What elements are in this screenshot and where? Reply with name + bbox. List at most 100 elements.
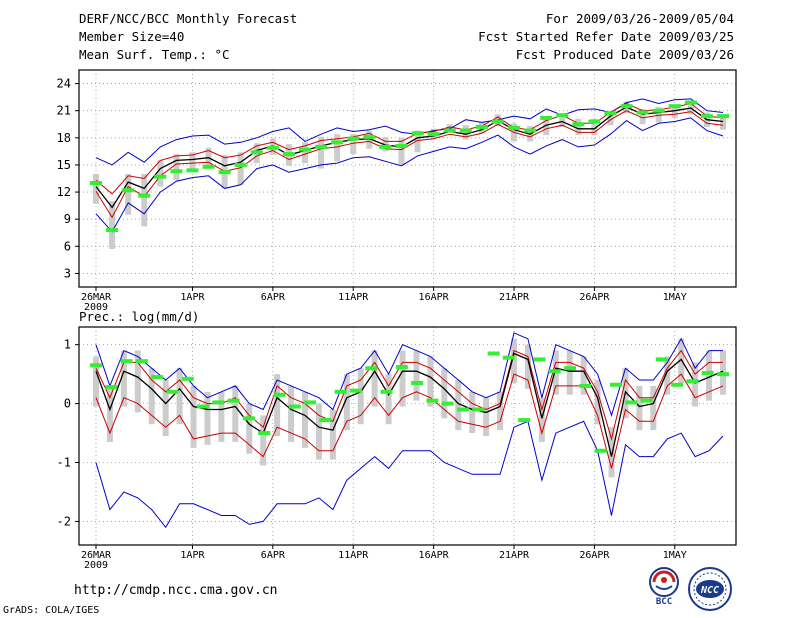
spread-box: [639, 108, 646, 125]
observed-marker: [640, 398, 653, 403]
observed-marker: [540, 115, 553, 120]
observed-marker: [227, 398, 240, 403]
x-tick-label: 1MAY: [663, 550, 687, 561]
forecast-start-date: Fcst Started Refer Date 2009/03/25: [478, 29, 734, 44]
observed-marker: [518, 418, 531, 423]
spread-box: [329, 409, 336, 460]
x-tick-label: 21APR: [499, 550, 530, 561]
spread-box: [636, 385, 643, 431]
spread-box: [134, 350, 141, 413]
spread-box: [190, 385, 197, 448]
spread-box: [148, 368, 155, 425]
member-size: Member Size=40: [79, 29, 185, 44]
x-tick-label: 21APR: [499, 292, 530, 303]
spread-box: [399, 350, 406, 407]
observed-marker: [395, 365, 408, 370]
observed-marker: [441, 401, 454, 406]
spread-box: [664, 356, 671, 395]
spread-box: [157, 160, 164, 187]
observed-marker: [151, 375, 164, 380]
observed-marker: [363, 134, 376, 139]
x-tick-label: 1APR: [180, 550, 205, 561]
observed-marker: [242, 416, 255, 421]
observed-marker: [250, 150, 263, 155]
x-tick-label: 1MAY: [663, 292, 687, 303]
observed-marker: [411, 380, 424, 385]
spread-box: [413, 350, 420, 401]
observed-marker: [166, 389, 179, 394]
spread-box: [366, 130, 373, 149]
observed-marker: [717, 372, 729, 377]
bcc-logo: BCC: [649, 567, 679, 606]
chart-panel-1: 3 6 9 12 15 18 21 24 26MAR 1APR 6APR 11APR 16APR 21AP…: [57, 69, 737, 313]
observed-marker: [122, 188, 135, 193]
observed-marker: [572, 122, 585, 127]
observed-marker: [625, 400, 638, 405]
spread-box: [607, 110, 614, 126]
observed-marker: [472, 407, 485, 412]
series-lower-line: [95, 373, 724, 469]
observed-marker: [426, 398, 439, 403]
y-tick-label: 6: [64, 239, 71, 253]
spread-box: [125, 173, 132, 215]
observed-marker: [349, 388, 362, 393]
observed-marker: [105, 385, 118, 390]
observed-marker: [288, 404, 301, 409]
spread-box: [204, 391, 211, 445]
spread-box: [427, 356, 434, 407]
observed-marker: [273, 392, 286, 397]
observed-marker: [671, 382, 684, 387]
observed-marker: [620, 104, 633, 109]
spread-box: [671, 105, 678, 118]
spread-box: [469, 391, 476, 434]
x-tick-label: 11APR: [338, 550, 369, 561]
observed-marker: [548, 369, 561, 374]
observed-marker: [266, 145, 279, 150]
plot-frame: [78, 69, 737, 288]
y-tick-label: 3: [64, 266, 71, 280]
observed-marker: [106, 228, 119, 233]
x-tick-label: 11APR: [338, 292, 369, 303]
observed-marker: [197, 404, 210, 409]
precip-panel-title: Prec.: log(mm/d): [79, 309, 199, 324]
variable-label: Mean Surf. Temp.: °C: [79, 47, 230, 62]
observed-marker: [299, 147, 311, 152]
observed-marker: [487, 351, 500, 356]
observed-marker: [258, 431, 271, 436]
observed-marker: [609, 382, 622, 387]
observed-marker: [502, 355, 515, 360]
spread-box: [594, 380, 601, 425]
ncc-logo-text: NCC: [700, 585, 719, 596]
series-mean-line: [95, 106, 724, 209]
series-upper-line: [95, 102, 724, 195]
observed-marker: [427, 132, 440, 137]
chart-title: DERF/NCC/BCC Monthly Forecast: [79, 11, 298, 26]
observed-marker: [331, 140, 344, 145]
spread-box: [650, 385, 657, 431]
y-tick-label: 1: [64, 338, 71, 352]
spread-box: [318, 136, 325, 169]
series-mean-line: [95, 352, 724, 457]
observed-marker: [365, 366, 378, 371]
spread-box: [566, 350, 573, 395]
series-min-line: [95, 420, 724, 529]
spread-box: [237, 152, 244, 185]
observed-marker: [717, 114, 729, 119]
y-tick-label: 15: [57, 158, 71, 172]
observed-marker: [181, 376, 194, 381]
spread-box: [302, 391, 308, 448]
observed-marker: [186, 168, 199, 173]
spread-box: [559, 113, 566, 127]
y-tick-label: 21: [57, 104, 71, 118]
observed-marker: [379, 144, 392, 149]
spread-box: [357, 368, 364, 425]
forecast-produced-date: Fcst Produced Date 2009/03/26: [515, 47, 734, 62]
observed-marker: [138, 193, 151, 198]
spread-box: [538, 397, 545, 442]
source-url[interactable]: http://cmdp.ncc.cma.gov.cn: [74, 583, 278, 598]
observed-marker: [701, 370, 714, 375]
spread-box: [106, 385, 113, 442]
spread-box: [706, 350, 713, 401]
observed-marker: [234, 162, 247, 167]
spread-box: [162, 380, 169, 436]
